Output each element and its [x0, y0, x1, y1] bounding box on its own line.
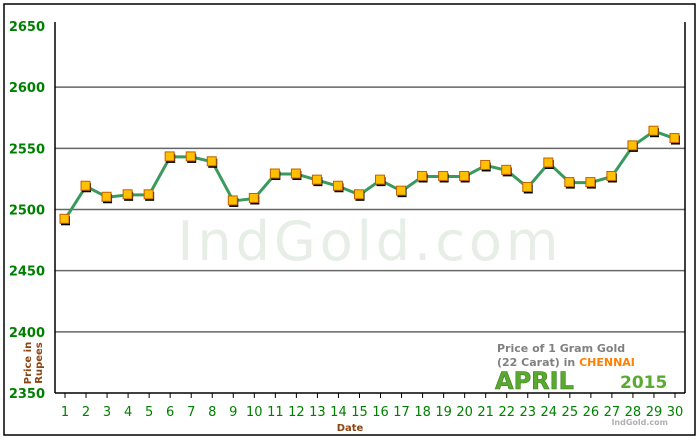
x-tick-label: 15	[351, 405, 368, 420]
data-point	[480, 159, 491, 170]
data-point	[269, 168, 280, 179]
y-tick-label: 2650	[9, 20, 45, 35]
x-tick-label: 27	[604, 405, 621, 420]
data-point	[332, 180, 343, 191]
x-tick-label: 11	[267, 405, 284, 420]
x-tick-label: 7	[187, 405, 195, 420]
x-tick-label: 28	[625, 405, 642, 420]
x-tick-label: 8	[208, 405, 216, 420]
y-tick-label: 2400	[9, 326, 45, 341]
x-tick-label: 18	[414, 405, 431, 420]
chart-border	[3, 3, 696, 436]
data-point	[627, 140, 638, 151]
data-point	[206, 156, 217, 167]
data-point	[353, 189, 364, 200]
x-tick-label: 21	[477, 405, 494, 420]
x-tick-label: 17	[393, 405, 410, 420]
title-line2: (22 Carat) in CHENNAI	[497, 356, 635, 369]
y-axis-label-line1: Price in	[23, 342, 34, 384]
data-point	[59, 213, 70, 224]
x-tick-label: 19	[435, 405, 452, 420]
x-tick-label: 26	[583, 405, 600, 420]
x-tick-label: 2	[82, 405, 90, 420]
x-tick-label: 10	[246, 405, 263, 420]
data-point	[564, 177, 575, 188]
y-tick-label: 2500	[9, 204, 45, 219]
data-point	[522, 181, 533, 192]
data-point	[585, 177, 596, 188]
data-point	[248, 192, 259, 203]
data-point	[290, 168, 301, 179]
x-tick-label: 25	[562, 405, 579, 420]
data-point	[101, 191, 112, 202]
data-point	[185, 151, 196, 162]
data-point	[80, 180, 91, 191]
x-tick-label: 9	[229, 405, 237, 420]
y-tick-label: 2450	[9, 265, 45, 280]
x-tick-label: 1	[61, 405, 69, 420]
y-axis-label-line2: Rupees	[34, 342, 45, 384]
data-point	[459, 170, 470, 181]
x-tick-label: 22	[498, 405, 515, 420]
data-point	[648, 125, 659, 136]
x-tick-label: 3	[103, 405, 111, 420]
data-point	[417, 170, 428, 181]
data-point	[543, 157, 554, 168]
data-point	[164, 151, 175, 162]
y-tick-label: 2550	[9, 142, 45, 157]
x-tick-label: 23	[519, 405, 536, 420]
data-point	[501, 164, 512, 175]
data-point	[143, 189, 154, 200]
x-tick-label: 12	[288, 405, 305, 420]
data-point	[438, 170, 449, 181]
x-tick-label: 14	[330, 405, 347, 420]
data-point	[311, 174, 322, 185]
title-year: 2015	[620, 373, 667, 393]
x-tick-label: 4	[124, 405, 132, 420]
title-prefix: (22 Carat) in	[497, 356, 575, 369]
x-tick-label: 13	[309, 405, 326, 420]
data-point	[122, 189, 133, 200]
y-tick-label: 2600	[9, 81, 45, 96]
x-tick-label: 24	[541, 405, 558, 420]
y-tick-label: 2350	[9, 387, 45, 402]
x-tick-label: 30	[667, 405, 684, 420]
x-tick-label: 16	[372, 405, 389, 420]
data-point	[227, 195, 238, 206]
x-tick-label: 5	[145, 405, 153, 420]
x-axis-label: Date	[337, 423, 364, 434]
data-point	[375, 174, 386, 185]
watermark: IndGold.com	[177, 210, 562, 273]
data-point	[669, 133, 680, 144]
credit-text: IndGold.com	[611, 418, 668, 427]
x-tick-label: 20	[456, 405, 473, 420]
data-point	[606, 170, 617, 181]
title-month: APRIL	[495, 367, 574, 395]
x-tick-label: 29	[646, 405, 663, 420]
title-line1: Price of 1 Gram Gold	[497, 342, 625, 355]
data-point	[396, 185, 407, 196]
title-city: CHENNAI	[579, 356, 635, 369]
x-tick-label: 6	[166, 405, 174, 420]
